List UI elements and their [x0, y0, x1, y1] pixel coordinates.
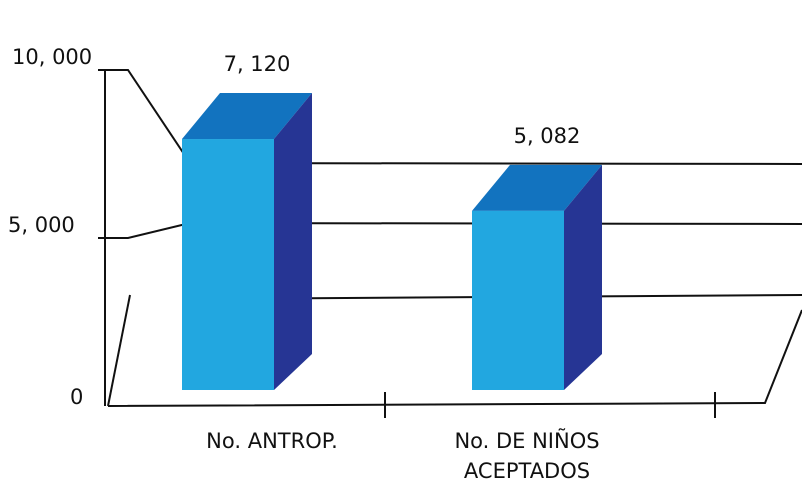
y-tick-label: 5, 000 — [8, 213, 75, 237]
category-label: No. ANTROP. — [206, 429, 338, 453]
category-label: No. DE NIÑOS — [454, 427, 599, 453]
y-tick-label: 10, 000 — [12, 45, 92, 69]
y-tick-label: 0 — [70, 385, 83, 409]
bar — [182, 93, 312, 391]
category-label: ACEPTADOS — [464, 459, 590, 483]
bar-top-face — [182, 93, 312, 140]
floor-front-edge — [107, 309, 802, 407]
bar-side-face — [564, 164, 602, 390]
floor-left-edge — [107, 294, 131, 407]
gridline — [98, 69, 802, 165]
chart-labels: 0 5, 000 10, 000 7, 120 No. ANTROP. 5, 082 No.… — [8, 45, 600, 483]
data-label: 5, 082 — [514, 124, 581, 148]
bar — [472, 164, 602, 390]
bar-front-face — [472, 210, 564, 390]
bar-front-face — [182, 139, 274, 390]
bar-side-face — [274, 93, 312, 391]
bar-top-face — [472, 164, 602, 211]
bars — [182, 93, 602, 391]
data-label: 7, 120 — [224, 52, 291, 76]
